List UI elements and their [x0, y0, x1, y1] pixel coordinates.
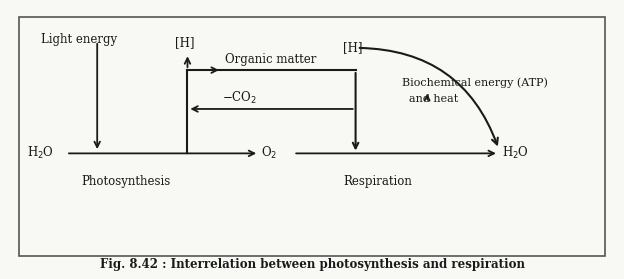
Text: O$_2$: O$_2$ — [261, 145, 277, 162]
Text: $-$CO$_2$: $-$CO$_2$ — [222, 90, 256, 106]
Text: and heat: and heat — [409, 94, 458, 104]
Text: H$_2$O: H$_2$O — [502, 145, 529, 162]
Text: Organic matter: Organic matter — [225, 53, 316, 66]
Text: Fig. 8.42 : Interrelation between photosynthesis and respiration: Fig. 8.42 : Interrelation between photos… — [99, 258, 525, 271]
FancyArrowPatch shape — [359, 48, 498, 145]
Text: Respiration: Respiration — [343, 175, 412, 188]
Bar — [19, 17, 605, 256]
Text: H$_2$O: H$_2$O — [27, 145, 54, 162]
Text: Photosynthesis: Photosynthesis — [82, 175, 171, 188]
Text: Light energy: Light energy — [41, 33, 117, 46]
Text: [H]: [H] — [175, 36, 194, 49]
Text: [H]: [H] — [343, 41, 363, 54]
Text: Biochemical energy (ATP): Biochemical energy (ATP) — [402, 77, 548, 88]
